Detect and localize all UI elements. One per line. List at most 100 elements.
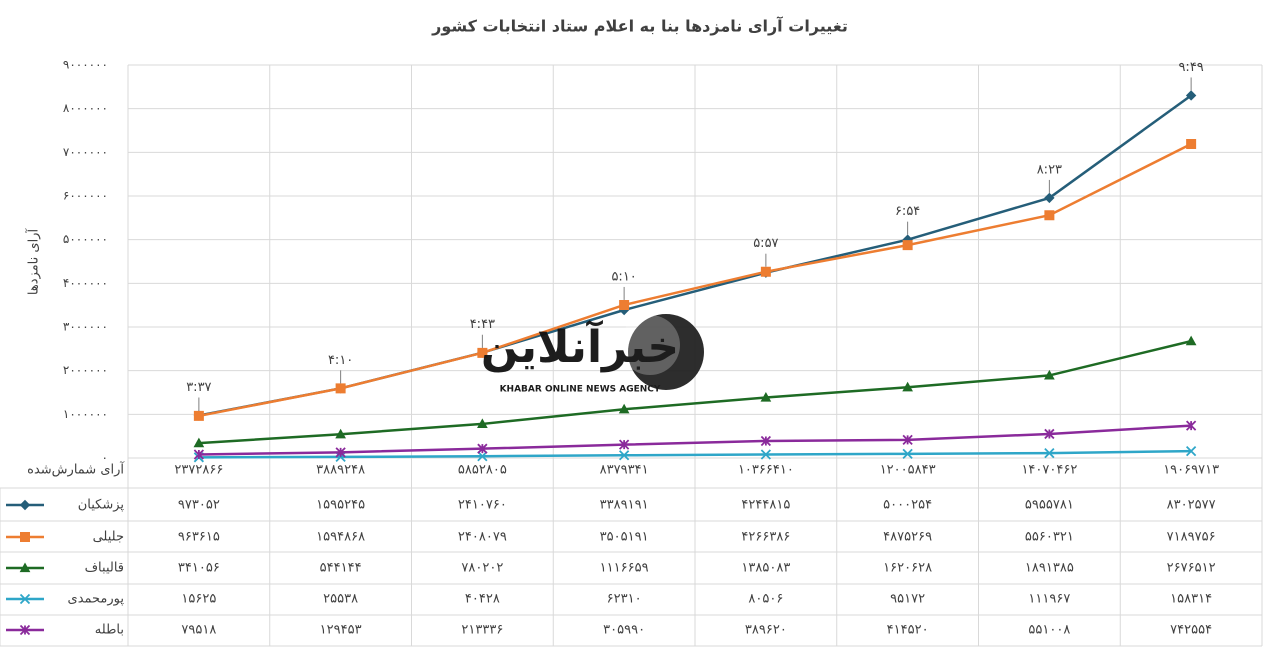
data-marker [618,450,630,461]
annotation: ۵:۵۷ [753,236,778,251]
series-line [198,339,1192,445]
table-value: ۵۵۱۰۰۸ [1028,623,1070,638]
data-marker [1044,210,1055,221]
table-value: ۲۴۰۸۰۷۹ [458,530,507,545]
y-tick-label: ۲۰۰۰۰۰۰ [63,363,108,377]
y-axis-title: آرای نامزدها [25,228,42,296]
y-tick-label: ۴۰۰۰۰۰۰ [63,276,108,290]
table-value: ۹۶۳۶۱۵ [178,530,220,545]
annotation: ۶:۵۴ [895,204,920,219]
x-tick-label: ۸۳۷۹۳۴۱ [600,463,649,478]
table-value: ۱۶۲۰۶۲۸ [883,561,932,576]
table-value: ۷۴۲۵۵۴ [1170,623,1212,638]
data-marker [335,383,346,394]
x-tick-label: ۱۹۰۶۹۷۱۳ [1163,463,1219,478]
annotation: ۸:۲۳ [1037,162,1062,177]
table-value: ۴۲۴۴۸۱۵ [741,498,790,513]
table-value: ۶۲۳۱۰ [607,592,642,607]
data-marker [335,451,346,463]
x-tick-label: ۲۳۷۲۸۶۶ [174,463,223,478]
table-value: ۲۶۷۶۵۱۲ [1167,561,1216,576]
data-marker [477,418,488,429]
y-tick-label: ۶۰۰۰۰۰۰ [63,189,108,203]
category-row-label: آرای شمارش‌شده [27,461,125,478]
data-marker [902,240,913,251]
annotation: ۵:۱۰ [611,269,636,284]
y-tick-label: ۹۰۰۰۰۰۰ [63,58,108,72]
legend-label: باطله [95,623,124,638]
data-marker [193,437,205,448]
table-value: ۴۱۴۵۲۰ [887,623,929,638]
legend-marker [19,499,31,511]
table-value: ۱۲۹۴۵۳ [320,623,362,638]
table-value: ۳۵۰۵۱۹۱ [600,530,649,545]
table-value: ۱۵۸۳۱۴ [1170,592,1212,607]
data-marker [193,410,204,421]
data-marker [1186,139,1197,150]
data-marker [335,428,346,439]
x-tick-label: ۱۴۰۷۰۴۶۲ [1021,463,1077,478]
data-marker [1185,90,1197,101]
watermark: خبرآنلاین KHABAR ONLINE NEWS AGENCY [481,314,704,395]
table-value: ۴۰۴۲۸ [465,592,500,607]
table-value: ۷۸۰۲۰۲ [461,561,503,576]
table-value: ۱۵۹۴۸۶۸ [316,530,365,545]
data-marker [1044,192,1055,204]
data-marker [760,435,772,447]
x-tick-label: ۵۸۵۲۸۰۵ [458,463,507,478]
data-marker [1044,428,1055,440]
y-tick-label: ۷۰۰۰۰۰۰ [63,145,108,159]
table-value: ۵۹۵۵۷۸۱ [1025,498,1074,513]
data-marker [1185,335,1197,346]
data-marker [760,266,771,277]
x-tick-label: ۳۸۸۹۲۴۸ [316,463,365,478]
legend-label: قالیباف [85,561,124,576]
table-value: ۷۱۸۹۷۵۶ [1167,530,1216,545]
y-tick-label: ۰ [102,451,108,465]
chart-title: تغییرات آرای نامزدها بنا به اعلام ستاد ا… [431,16,848,36]
table-value: ۱۱۱۹۶۷ [1028,592,1070,607]
data-marker [1185,420,1197,431]
legend-label: پورمحمدی [68,592,125,607]
x-tick-label: ۱۲۰۰۵۸۴۳ [880,463,936,478]
table-value: ۹۵۱۷۲ [890,592,925,607]
table-value: ۴۸۷۵۲۶۹ [883,530,932,545]
table-value: ۲۵۵۳۸ [323,592,358,607]
legend-label: پزشکیان [78,498,125,513]
data-marker [193,449,205,460]
series-line [198,142,1192,418]
data-marker [1044,369,1055,380]
legend-marker [19,624,31,636]
series-line [198,449,1192,459]
table-value: ۴۲۶۶۳۸۶ [741,530,790,545]
table-value: ۳۳۸۹۱۹۱ [600,498,649,513]
annotation: ۴:۴۳ [470,317,495,332]
table-value: ۲۱۳۳۳۶ [461,623,503,638]
data-marker [1044,447,1055,459]
table-value: ۱۳۸۵۰۸۳ [741,561,790,576]
y-tick-label: ۵۰۰۰۰۰۰ [63,232,108,246]
table-value: ۷۹۵۱۸ [181,623,216,638]
table-value: ۱۵۹۵۲۴۵ [316,498,365,513]
y-tick-label: ۸۰۰۰۰۰۰ [63,101,108,115]
data-marker [760,449,772,460]
y-tick-label: ۱۰۰۰۰۰۰ [63,407,108,421]
data-marker [902,448,913,459]
data-marker [760,391,772,402]
table-value: ۵۵۶۰۳۲۱ [1025,530,1074,545]
table-value: ۲۴۱۰۷۶۰ [458,498,507,513]
table-value: ۹۷۳۰۵۲ [178,498,220,513]
data-marker [902,381,913,392]
data-marker [619,299,630,310]
annotation: ۹:۴۹ [1178,60,1203,75]
data-marker [477,347,488,358]
data-marker [335,447,346,458]
watermark-globe-shine [620,315,680,375]
data-marker [902,434,913,446]
table-value: ۳۴۱۰۵۶ [178,561,220,576]
table-value: ۳۸۹۶۲۰ [745,623,787,638]
table-value: ۵۴۴۱۴۴ [320,561,362,576]
watermark-tagline: KHABAR ONLINE NEWS AGENCY [500,385,661,395]
annotation: ۳:۳۷ [186,380,211,395]
